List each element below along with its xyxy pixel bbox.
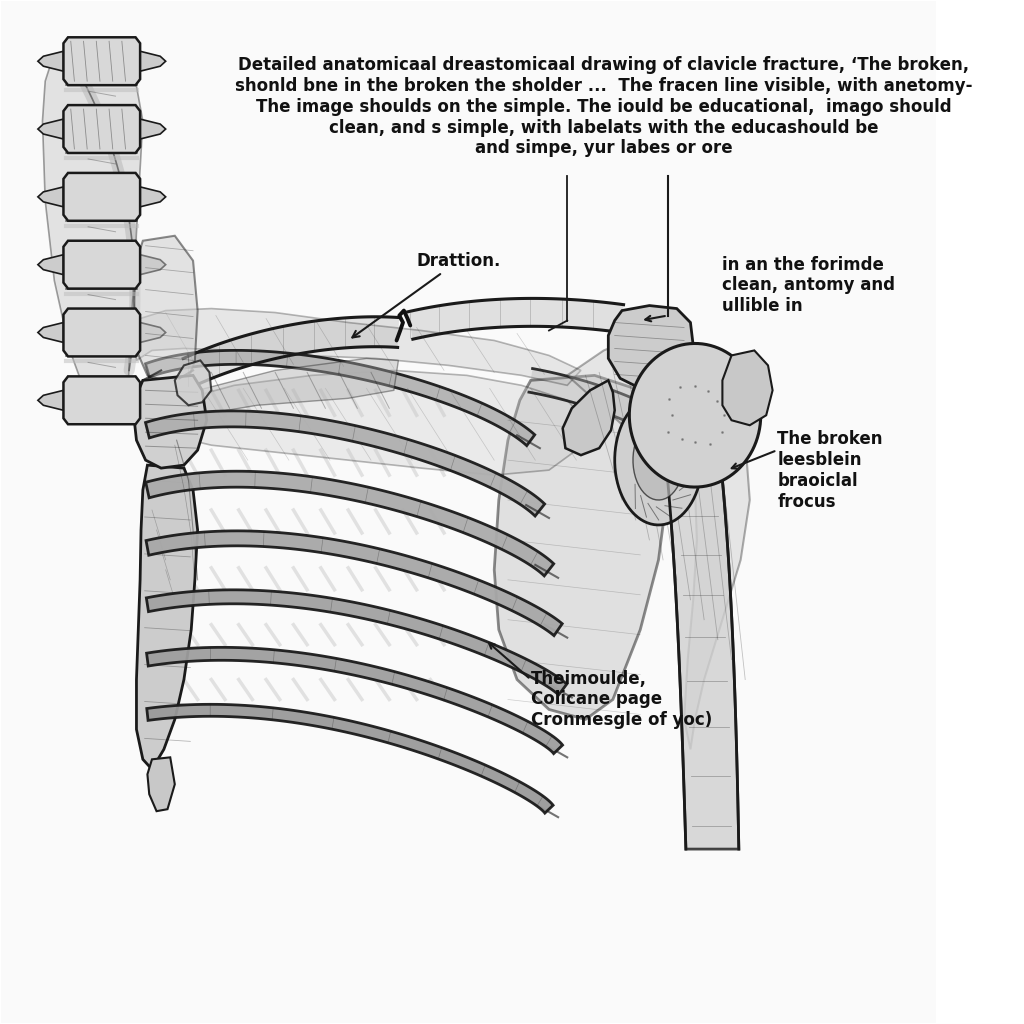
- Text: Drattion.: Drattion.: [352, 252, 501, 338]
- Text: Detailed anatomicaal dreastomicaal drawing of clavicle fracture, ‘The broken,
sh: Detailed anatomicaal dreastomicaal drawi…: [234, 56, 973, 158]
- Polygon shape: [140, 187, 166, 207]
- Polygon shape: [38, 323, 63, 342]
- Polygon shape: [668, 480, 739, 849]
- Polygon shape: [146, 590, 566, 695]
- Polygon shape: [140, 51, 166, 72]
- Polygon shape: [42, 56, 143, 420]
- Polygon shape: [140, 119, 166, 139]
- Text: The broken
leesblein
braoiclal
frocus: The broken leesblein braoiclal frocus: [777, 430, 883, 511]
- Polygon shape: [614, 395, 702, 525]
- Polygon shape: [408, 298, 624, 339]
- Polygon shape: [633, 420, 684, 500]
- Polygon shape: [134, 308, 581, 385]
- Polygon shape: [146, 647, 562, 754]
- Polygon shape: [146, 530, 562, 636]
- Polygon shape: [147, 758, 175, 811]
- Polygon shape: [63, 308, 140, 356]
- Polygon shape: [63, 105, 140, 153]
- Polygon shape: [175, 360, 211, 406]
- Polygon shape: [146, 705, 553, 813]
- Polygon shape: [145, 471, 554, 575]
- Polygon shape: [145, 350, 535, 445]
- Polygon shape: [38, 390, 63, 411]
- Polygon shape: [38, 187, 63, 207]
- Text: Theimoulde,
Colicane page
Cronmesgle of yoc): Theimoulde, Colicane page Cronmesgle of …: [530, 670, 712, 729]
- Polygon shape: [63, 377, 140, 424]
- Polygon shape: [63, 173, 140, 221]
- Polygon shape: [134, 236, 198, 382]
- Polygon shape: [140, 390, 166, 411]
- Polygon shape: [63, 37, 140, 85]
- Polygon shape: [145, 411, 545, 516]
- Polygon shape: [136, 465, 198, 769]
- Polygon shape: [183, 316, 399, 386]
- Polygon shape: [495, 376, 668, 720]
- Polygon shape: [134, 376, 207, 468]
- Polygon shape: [608, 305, 693, 388]
- Polygon shape: [562, 380, 614, 455]
- Polygon shape: [630, 343, 761, 487]
- Text: in an the forimde
clean, antomy and
ullible in: in an the forimde clean, antomy and ulli…: [722, 256, 895, 315]
- Polygon shape: [63, 241, 140, 289]
- Polygon shape: [567, 336, 750, 750]
- Polygon shape: [198, 358, 398, 416]
- Polygon shape: [140, 255, 166, 274]
- Polygon shape: [38, 255, 63, 274]
- Polygon shape: [179, 371, 586, 475]
- Polygon shape: [722, 350, 772, 425]
- Polygon shape: [140, 323, 166, 342]
- Polygon shape: [38, 51, 63, 72]
- Polygon shape: [38, 119, 63, 139]
- Polygon shape: [529, 369, 683, 445]
